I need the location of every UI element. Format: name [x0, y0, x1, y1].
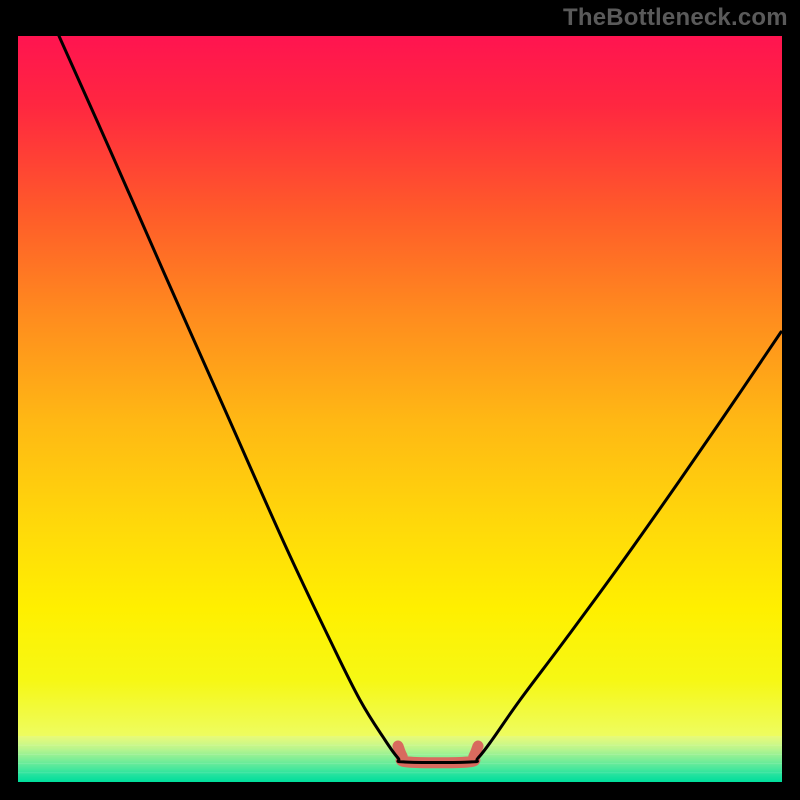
watermark-text: TheBottleneck.com: [563, 4, 788, 32]
gradient-main: [0, 0, 800, 800]
chart-canvas: TheBottleneck.com: [0, 0, 800, 800]
